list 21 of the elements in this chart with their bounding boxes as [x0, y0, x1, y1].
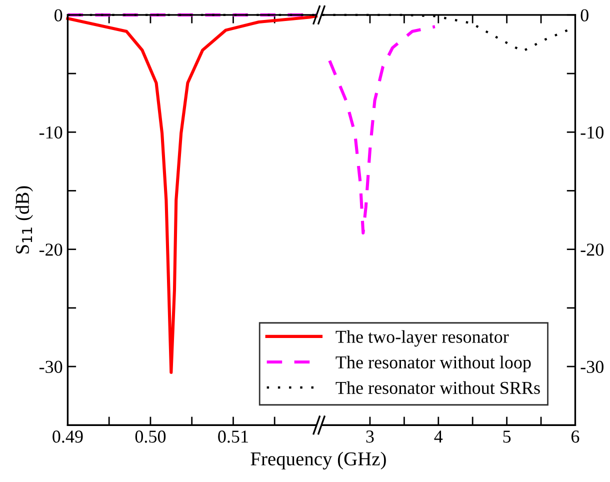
x-tick-label: 5 [503, 430, 511, 443]
y-axis-title: S$_{11}$ (dB) [15, 186, 33, 254]
y-tick-label: -10 [39, 126, 62, 139]
x-tick-label: 0.50 [135, 430, 166, 443]
legend-label: The resonator without loop [336, 356, 531, 372]
legend-label: The resonator without SRRs [336, 381, 540, 394]
y-tick-label: -20 [39, 244, 62, 256]
y-tick-label: -30 [39, 360, 62, 373]
x-axis-title: Frequency (GHz) [250, 452, 386, 470]
x-tick-label: 0.49 [52, 430, 83, 443]
x-tick-label: 3 [366, 430, 374, 443]
y-tick-label: 0 [580, 9, 588, 22]
y-tick-label: -20 [580, 244, 604, 256]
y-tick-label: -30 [580, 360, 604, 373]
legend-label: The two-layer resonator [336, 330, 509, 347]
x-tick-label: 6 [571, 430, 580, 443]
x-tick-label: 0.51 [218, 430, 248, 443]
line-series [328, 25, 436, 234]
x-tick-label: 4 [434, 430, 443, 443]
y-tick-label: -10 [580, 126, 604, 139]
y-tick-label: 0 [54, 9, 62, 22]
